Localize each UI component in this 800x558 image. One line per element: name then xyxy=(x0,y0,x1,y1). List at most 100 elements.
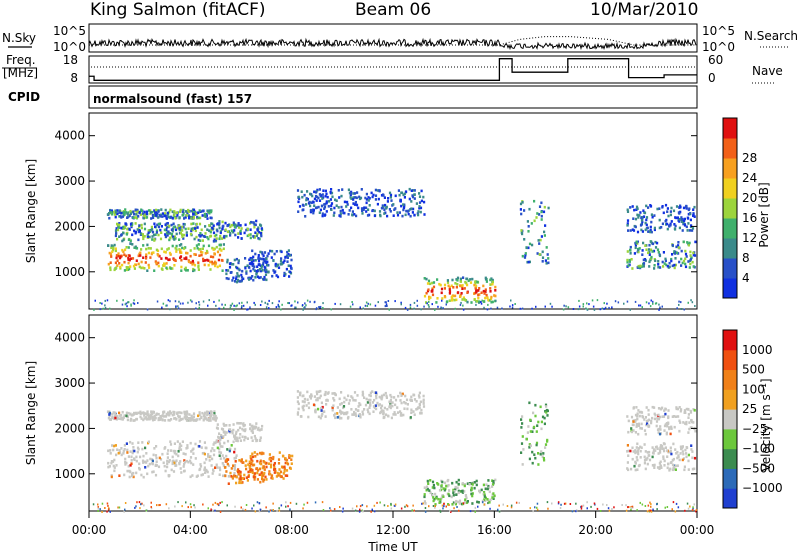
heatmap-cell xyxy=(116,264,119,267)
heatmap-cell xyxy=(301,405,304,409)
heatmap-cell xyxy=(251,431,254,434)
heatmap-cell xyxy=(491,485,494,488)
heatmap-cell xyxy=(416,299,418,302)
heatmap-cell xyxy=(174,228,178,232)
heatmap-cell xyxy=(252,267,255,271)
heatmap-cell xyxy=(635,205,639,209)
heatmap-cell xyxy=(289,270,292,274)
heatmap-cell xyxy=(332,404,335,407)
heatmap-cell xyxy=(631,267,634,270)
heatmap-cell xyxy=(640,446,643,449)
heatmap-cell xyxy=(372,209,375,212)
heatmap-cell xyxy=(675,205,679,208)
heatmap-cell xyxy=(666,449,669,452)
heatmap-cell xyxy=(140,232,143,235)
heatmap-cell xyxy=(663,449,666,453)
heatmap-cell xyxy=(656,248,660,251)
heatmap-cell xyxy=(378,189,381,193)
heatmap-cell xyxy=(170,223,173,227)
heatmap-cell xyxy=(536,502,539,505)
heatmap-cell xyxy=(218,454,221,457)
heatmap-cell xyxy=(125,308,127,311)
heatmap-cell xyxy=(385,396,388,399)
heatmap-cell xyxy=(213,412,216,415)
heatmap-cell xyxy=(289,264,292,268)
heatmap-cell xyxy=(287,302,289,304)
heatmap-cell xyxy=(238,426,242,430)
heatmap-cell xyxy=(330,191,334,195)
heatmap-cell xyxy=(219,501,221,504)
heatmap-cell xyxy=(227,475,230,478)
heatmap-cell xyxy=(611,508,613,510)
heatmap-cell xyxy=(256,452,259,456)
heatmap-cell xyxy=(250,458,253,461)
heatmap-cell xyxy=(181,235,184,238)
heatmap-cell xyxy=(208,417,211,420)
heatmap-cell xyxy=(259,480,262,484)
heatmap-cell xyxy=(275,264,279,268)
heatmap-cell xyxy=(382,415,386,419)
heatmap-cell xyxy=(348,209,351,212)
heatmap-cell xyxy=(136,501,138,504)
heatmap-cell xyxy=(529,430,532,433)
heatmap-cell xyxy=(97,503,99,506)
heatmap-cell xyxy=(546,438,549,442)
heatmap-cell xyxy=(471,483,474,486)
heatmap-cell xyxy=(271,477,274,480)
heatmap-cell xyxy=(143,227,147,231)
heatmap-cell xyxy=(110,475,113,479)
heatmap-cell xyxy=(208,229,211,232)
heatmap-cell xyxy=(442,507,444,510)
heatmap-cell xyxy=(289,508,291,511)
heatmap-cell xyxy=(277,303,279,306)
heatmap-cell xyxy=(256,478,259,481)
heatmap-cell xyxy=(384,305,387,308)
heatmap-cell xyxy=(689,505,691,508)
heatmap-cell xyxy=(249,277,253,280)
heatmap-cell xyxy=(127,238,130,241)
heatmap-cell xyxy=(547,257,550,260)
heatmap-cell xyxy=(178,227,181,230)
heatmap-cell xyxy=(389,398,392,402)
heatmap-cell xyxy=(104,304,106,307)
heatmap-cell xyxy=(191,300,193,303)
heatmap-cell xyxy=(203,417,206,421)
heatmap-cell xyxy=(466,482,469,485)
heatmap-cell xyxy=(130,459,133,462)
heatmap-cell xyxy=(691,456,694,460)
heatmap-cell xyxy=(497,508,499,511)
heatmap-cell xyxy=(557,502,560,505)
heatmap-cell xyxy=(142,216,145,220)
heatmap-cell xyxy=(636,412,639,415)
heatmap-cell xyxy=(432,483,435,487)
heatmap-cell xyxy=(324,194,327,198)
heatmap-cell xyxy=(113,466,116,469)
heatmap-cell xyxy=(153,238,156,241)
heatmap-cell xyxy=(200,446,203,449)
heatmap-cell xyxy=(101,502,104,505)
heatmap-cell xyxy=(106,510,108,513)
heatmap-cell xyxy=(626,208,629,212)
heatmap-cell xyxy=(190,506,192,509)
heatmap-cell xyxy=(474,510,476,513)
heatmap-cell xyxy=(224,221,227,225)
heatmap-cell xyxy=(483,503,486,506)
heatmap-cell xyxy=(637,422,640,426)
heatmap-cell xyxy=(120,233,123,236)
heatmap-cell xyxy=(237,422,241,425)
heatmap-cell xyxy=(385,305,388,307)
heatmap-cell xyxy=(198,445,201,448)
heatmap-cell xyxy=(270,463,273,467)
heatmap-cell xyxy=(126,469,129,473)
heatmap-cell xyxy=(627,229,630,232)
heatmap-cell xyxy=(296,396,299,399)
heatmap-cell xyxy=(656,503,658,506)
heatmap-cell xyxy=(154,208,158,212)
heatmap-cell xyxy=(650,419,653,423)
heatmap-cell xyxy=(410,395,413,399)
heatmap-cell xyxy=(116,299,118,302)
heatmap-cell xyxy=(400,204,403,208)
heatmap-cell xyxy=(666,264,669,268)
heatmap-cell xyxy=(352,202,355,205)
heatmap-cell xyxy=(650,510,653,513)
